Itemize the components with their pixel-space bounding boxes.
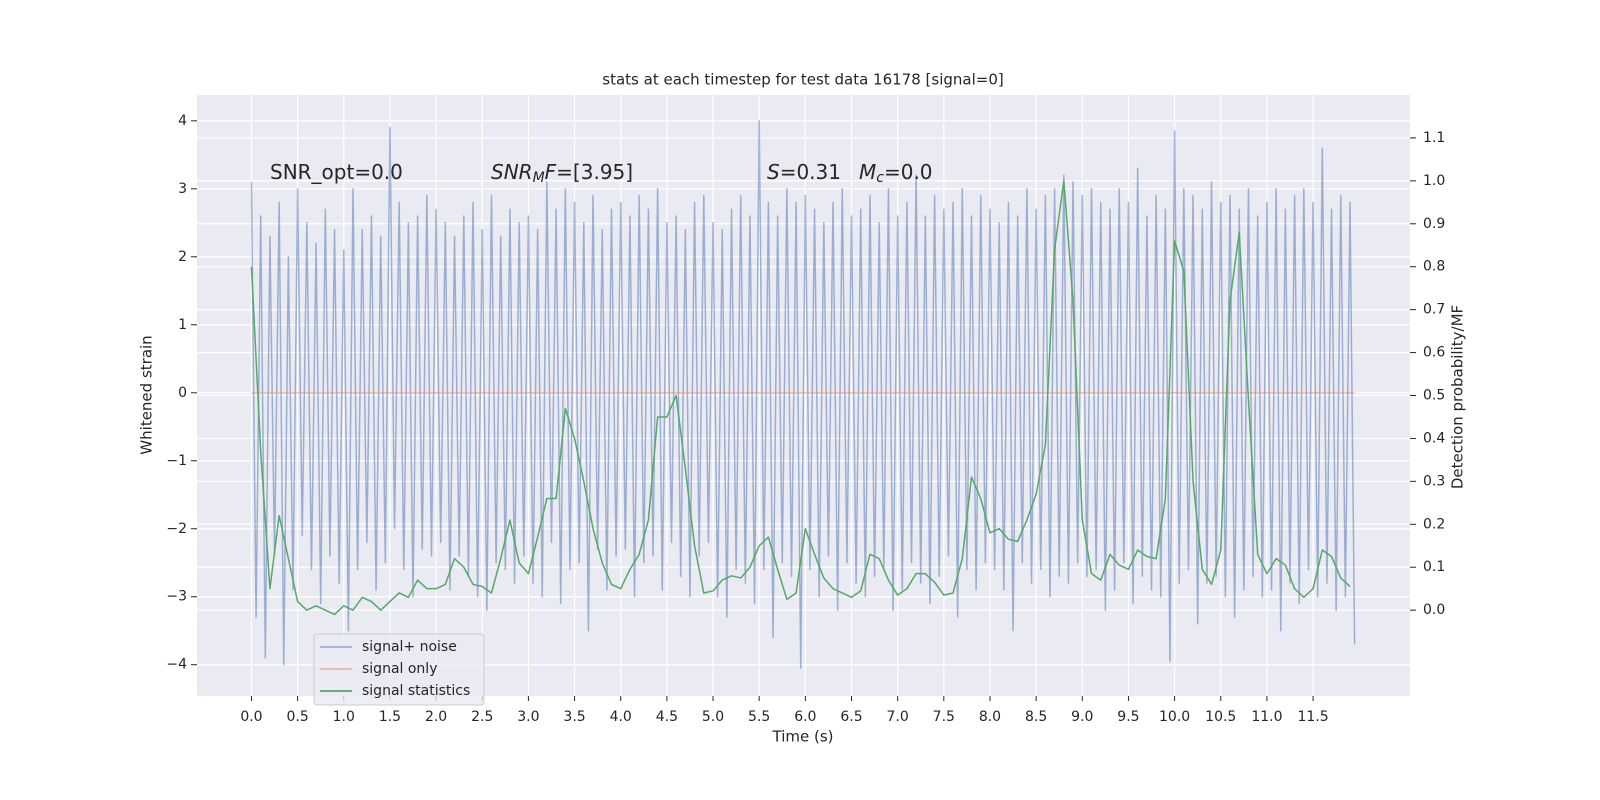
x-tick-label: 9.0	[1071, 709, 1093, 725]
y2-tick-label: 0.2	[1423, 516, 1445, 532]
axes: 0.0 0.5 1.0 1.5 2.0 2.5 3.0 3.5 4.0 4.5 5.0 5.5 6.0 6…	[166, 113, 1445, 725]
y2-tick-label: 1.0	[1423, 173, 1445, 189]
annotation-part: =0.0	[884, 160, 933, 184]
series-line	[250, 180, 1351, 616]
y2-tick-label: 0.8	[1423, 259, 1445, 275]
y2-tick-label: 0.1	[1423, 559, 1445, 575]
y-tick-label: −1	[166, 453, 187, 469]
y-tick-label: 2	[178, 249, 187, 265]
annotation-part: SNR_opt=0.0	[270, 160, 403, 184]
x-tick-label: 10.0	[1159, 709, 1190, 725]
y2-tick-label: 0.4	[1423, 430, 1445, 446]
y2-tick-label: 0.6	[1423, 345, 1445, 361]
annotation-part: M	[859, 160, 876, 184]
y2-tick-label: 1.1	[1423, 130, 1445, 146]
x-tick-label: 11.0	[1251, 709, 1282, 725]
x-tick-label: 0.5	[286, 709, 308, 725]
annotation: S=0.31	[767, 160, 841, 184]
y-tick-label: 1	[178, 317, 187, 333]
y2-tick-label: 0.9	[1423, 216, 1445, 232]
x-tick-label: 4.5	[656, 709, 678, 725]
y-tick-label: 4	[178, 113, 187, 129]
annotation-part: c	[876, 170, 884, 186]
x-tick-label: 4.0	[610, 709, 632, 725]
legend-label: signal only	[362, 661, 437, 677]
y-tick-label: −4	[166, 657, 187, 673]
y2-tick-label: 0.7	[1423, 302, 1445, 318]
x-tick-label: 8.0	[979, 709, 1001, 725]
x-tick-label: 7.5	[933, 709, 955, 725]
x-tick-label: 8.5	[1025, 709, 1047, 725]
legend-box	[313, 633, 485, 706]
y2-tick-label: 0.0	[1423, 602, 1445, 618]
annotation-part: =[3.95]	[556, 160, 633, 184]
annotation-part: S	[767, 160, 780, 184]
y-tick-label: 0	[178, 385, 187, 401]
x-tick-label: 7.0	[887, 709, 909, 725]
x-tick-label: 2.5	[471, 709, 493, 725]
plot-area	[250, 120, 1356, 669]
x-tick-label: 5.5	[748, 709, 770, 725]
x-tick-label: 3.5	[563, 709, 585, 725]
x-tick-label: 10.5	[1205, 709, 1236, 725]
y2-tick-label: 0.5	[1423, 388, 1445, 404]
x-tick-label: 6.0	[794, 709, 816, 725]
annotation-part: F	[545, 160, 557, 184]
y2-axis-label: Detection probability/MF	[1449, 305, 1467, 489]
x-tick-label: 1.0	[333, 709, 355, 725]
y2-tick-label: 0.3	[1423, 473, 1445, 489]
annotation: Mc=0.0	[859, 160, 933, 187]
x-tick-label: 3.0	[517, 709, 539, 725]
annotation-part: SNR	[491, 160, 533, 184]
legend-label: signal statistics	[362, 683, 470, 699]
y-tick-label: −2	[166, 521, 187, 537]
annotation: SNRMF=[3.95]	[491, 160, 633, 187]
y-tick-label: −3	[166, 589, 187, 605]
x-tick-label: 6.5	[840, 709, 862, 725]
chart-title: stats at each timestep for test data 161…	[602, 71, 1003, 89]
x-tick-label: 9.5	[1117, 709, 1139, 725]
x-tick-label: 5.0	[702, 709, 724, 725]
x-tick-label: 11.5	[1297, 709, 1328, 725]
y-tick-label: 3	[178, 181, 187, 197]
annotation-part: =0.31	[780, 160, 841, 184]
x-tick-label: 1.5	[379, 709, 401, 725]
annotation-part: M	[533, 170, 545, 186]
legend-label: signal+ noise	[362, 639, 457, 655]
y-axis-label: Whitened strain	[138, 335, 156, 454]
x-axis-label: Time (s)	[772, 728, 834, 746]
annotation: SNR_opt=0.0	[270, 160, 403, 184]
x-tick-label: 0.0	[240, 709, 262, 725]
x-tick-label: 2.0	[425, 709, 447, 725]
series-line	[250, 120, 1356, 669]
